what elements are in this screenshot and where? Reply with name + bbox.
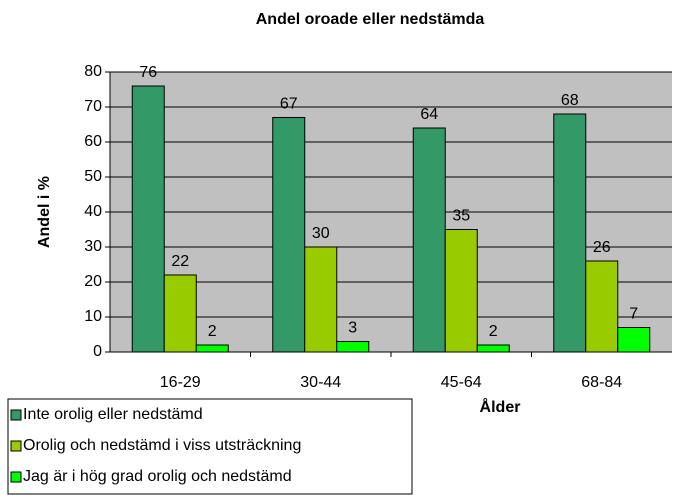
data-label: 76 [139, 64, 157, 81]
bar [617, 327, 651, 353]
bar [304, 246, 338, 353]
data-label: 2 [208, 323, 217, 340]
data-label: 2 [489, 323, 498, 340]
bar [585, 260, 619, 353]
y-tick-label: 60 [84, 133, 102, 150]
x-axis-label: Ålder [480, 397, 521, 416]
y-tick-label: 20 [84, 273, 102, 290]
chart-title: Andel oroade eller nedstämda [256, 11, 485, 28]
data-label: 3 [348, 320, 357, 337]
bar [195, 344, 229, 353]
data-label: 26 [593, 239, 611, 256]
legend-label: Orolig och nedstämd i viss utsträckning [23, 437, 301, 454]
y-tick-label: 10 [84, 308, 102, 325]
x-tick-label: 45-64 [441, 374, 482, 391]
data-label: 67 [280, 96, 298, 113]
x-tick-label: 68-84 [581, 374, 622, 391]
bar [553, 113, 587, 353]
legend-label: Jag är i hög grad orolig och nedstämd [23, 468, 292, 485]
legend-swatch [10, 409, 22, 421]
y-tick-label: 0 [93, 343, 102, 360]
data-label: 64 [420, 106, 438, 123]
bar [336, 341, 370, 353]
bar [412, 127, 446, 353]
y-tick-label: 40 [84, 203, 102, 220]
data-label: 68 [561, 92, 579, 109]
y-tick-label: 30 [84, 238, 102, 255]
x-tick-label: 16-29 [160, 374, 201, 391]
bar [163, 274, 197, 353]
legend-swatch [10, 440, 22, 452]
bar [272, 117, 306, 353]
legend-swatch [10, 471, 22, 483]
legend-label: Inte orolig eller nedstämd [23, 406, 203, 423]
bar [444, 229, 478, 353]
y-tick-label: 50 [84, 168, 102, 185]
x-tick-label: 30-44 [300, 374, 341, 391]
legend-box [7, 398, 413, 495]
data-label: 35 [452, 208, 470, 225]
data-label: 7 [629, 306, 638, 323]
y-tick-label: 80 [84, 63, 102, 80]
data-label: 30 [312, 225, 330, 242]
bar [476, 344, 510, 353]
y-axis-label: Andel i % [36, 176, 53, 248]
bar [131, 85, 165, 353]
data-label: 22 [171, 253, 189, 270]
y-tick-label: 70 [84, 98, 102, 115]
